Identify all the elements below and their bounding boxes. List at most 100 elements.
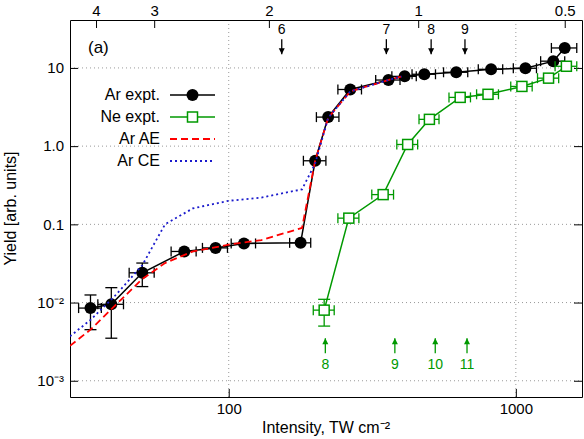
x-error-bar [397,139,418,149]
tick-mark [70,146,78,147]
marker [483,89,493,99]
y-axis-tick: 10 [47,59,78,76]
error-bar-cap [325,156,326,166]
marker [418,68,430,80]
x-error-bar [551,43,576,53]
error-bar-cap [438,114,439,124]
error-bar-cap [136,286,148,287]
legend-label: Ne expt. [100,108,160,125]
marker [295,237,307,249]
y-axis-title: Yield [arb. units] [2,151,19,265]
error-bar-cap [123,299,124,309]
tick-mark [574,224,582,225]
x2-axis-tick: 3 [151,2,159,28]
x2-axis-tick: 4 [92,2,100,28]
legend: Ar expt.Ne expt.Ar AEAr CE [100,86,215,169]
error-bar-cap [303,156,304,166]
arrow-head [392,338,398,344]
tick-label: 1000 [500,400,533,417]
legend-label: Ar AE [119,130,160,147]
tick-mark [574,381,582,382]
y-axis-tick: 10⁻² [37,294,78,311]
series-line [70,76,402,336]
error-bar-cap [416,71,417,81]
error-bar-cap [443,67,444,77]
error-bar-cap [105,338,117,339]
y-error-bar [318,299,330,326]
x-error-bar [478,64,502,74]
legend-swatch-line [170,138,215,140]
error-bar-cap [554,61,555,71]
x-error-bar [129,268,154,278]
error-bar-cap [576,43,577,53]
error-bar-cap [78,303,79,313]
x-axis-tick: 100 [217,389,242,417]
error-bar-line [111,288,112,339]
y-axis-tick: 0.1 [43,216,78,233]
tick-label: 0.1 [43,216,64,233]
legend-entry: Ne expt. [100,108,215,125]
error-bar-cap [576,61,577,71]
x-error-bar [412,69,435,79]
arrow-head [462,48,468,54]
tick-label: 10 [47,59,64,76]
tick-mark [574,146,582,147]
error-bar-cap [97,299,98,309]
x-error-bar [513,63,536,73]
x2-axis-tick: 2 [265,2,273,28]
y-axis-right-tick [574,224,582,225]
x2-axis-tick: 0.5 [555,2,576,28]
x-error-bar [338,213,359,223]
tick-mark [70,303,78,304]
error-bar-cap [337,213,338,223]
error-bar-cap [136,262,148,263]
y-axis-tick: 10⁻³ [37,372,78,389]
marker [561,61,571,71]
error-bar-cap [498,89,499,99]
tick-label: 10⁻² [37,294,64,311]
tick-mark [516,389,517,397]
x2-axis: 4 3 2 1 0.5 [71,2,583,28]
tick-label: 4 [92,2,100,19]
marker [403,139,413,149]
x-error-bar [555,61,577,71]
x2-axis-tick: 1 [415,2,423,28]
error-bar-cap [540,56,541,66]
arrow-head [464,338,470,344]
arrow-head [322,338,328,344]
arrow-head [279,48,285,54]
error-bar-cap [411,69,412,79]
error-bar-cap [551,43,552,53]
tick-label: 100 [217,400,242,417]
error-bar-cap [418,114,419,124]
error-bar-cap [470,92,471,102]
grid [70,20,582,397]
error-bar-cap [502,64,503,74]
annotation-label: 7 [382,21,390,37]
axis-line [71,397,583,398]
x-axis: 100 1000 [71,389,583,417]
legend-swatch-marker [188,112,198,122]
error-bar-cap [361,84,362,94]
tick-label: 0.5 [555,2,576,19]
axis-line [582,21,583,398]
y-axis-right-tick [574,303,582,304]
annotation-label: 8 [427,21,435,37]
series-line [324,66,566,310]
error-bar-cap [289,238,290,248]
error-bar-cap [338,112,339,122]
plot-area [70,42,577,346]
tick-mark [229,389,230,397]
x-error-bar [419,114,439,124]
y-error-bar [84,295,96,330]
tick-mark [574,303,582,304]
grid-line-x [228,20,229,397]
error-bar-cap [313,305,314,315]
marker [424,114,434,124]
error-bar-cap [129,268,130,278]
error-bar-cap [467,67,468,77]
x-error-bar [372,190,394,200]
error-bar-cap [513,63,514,73]
legend-label: Ar CE [117,152,160,169]
tick-mark [565,20,566,28]
